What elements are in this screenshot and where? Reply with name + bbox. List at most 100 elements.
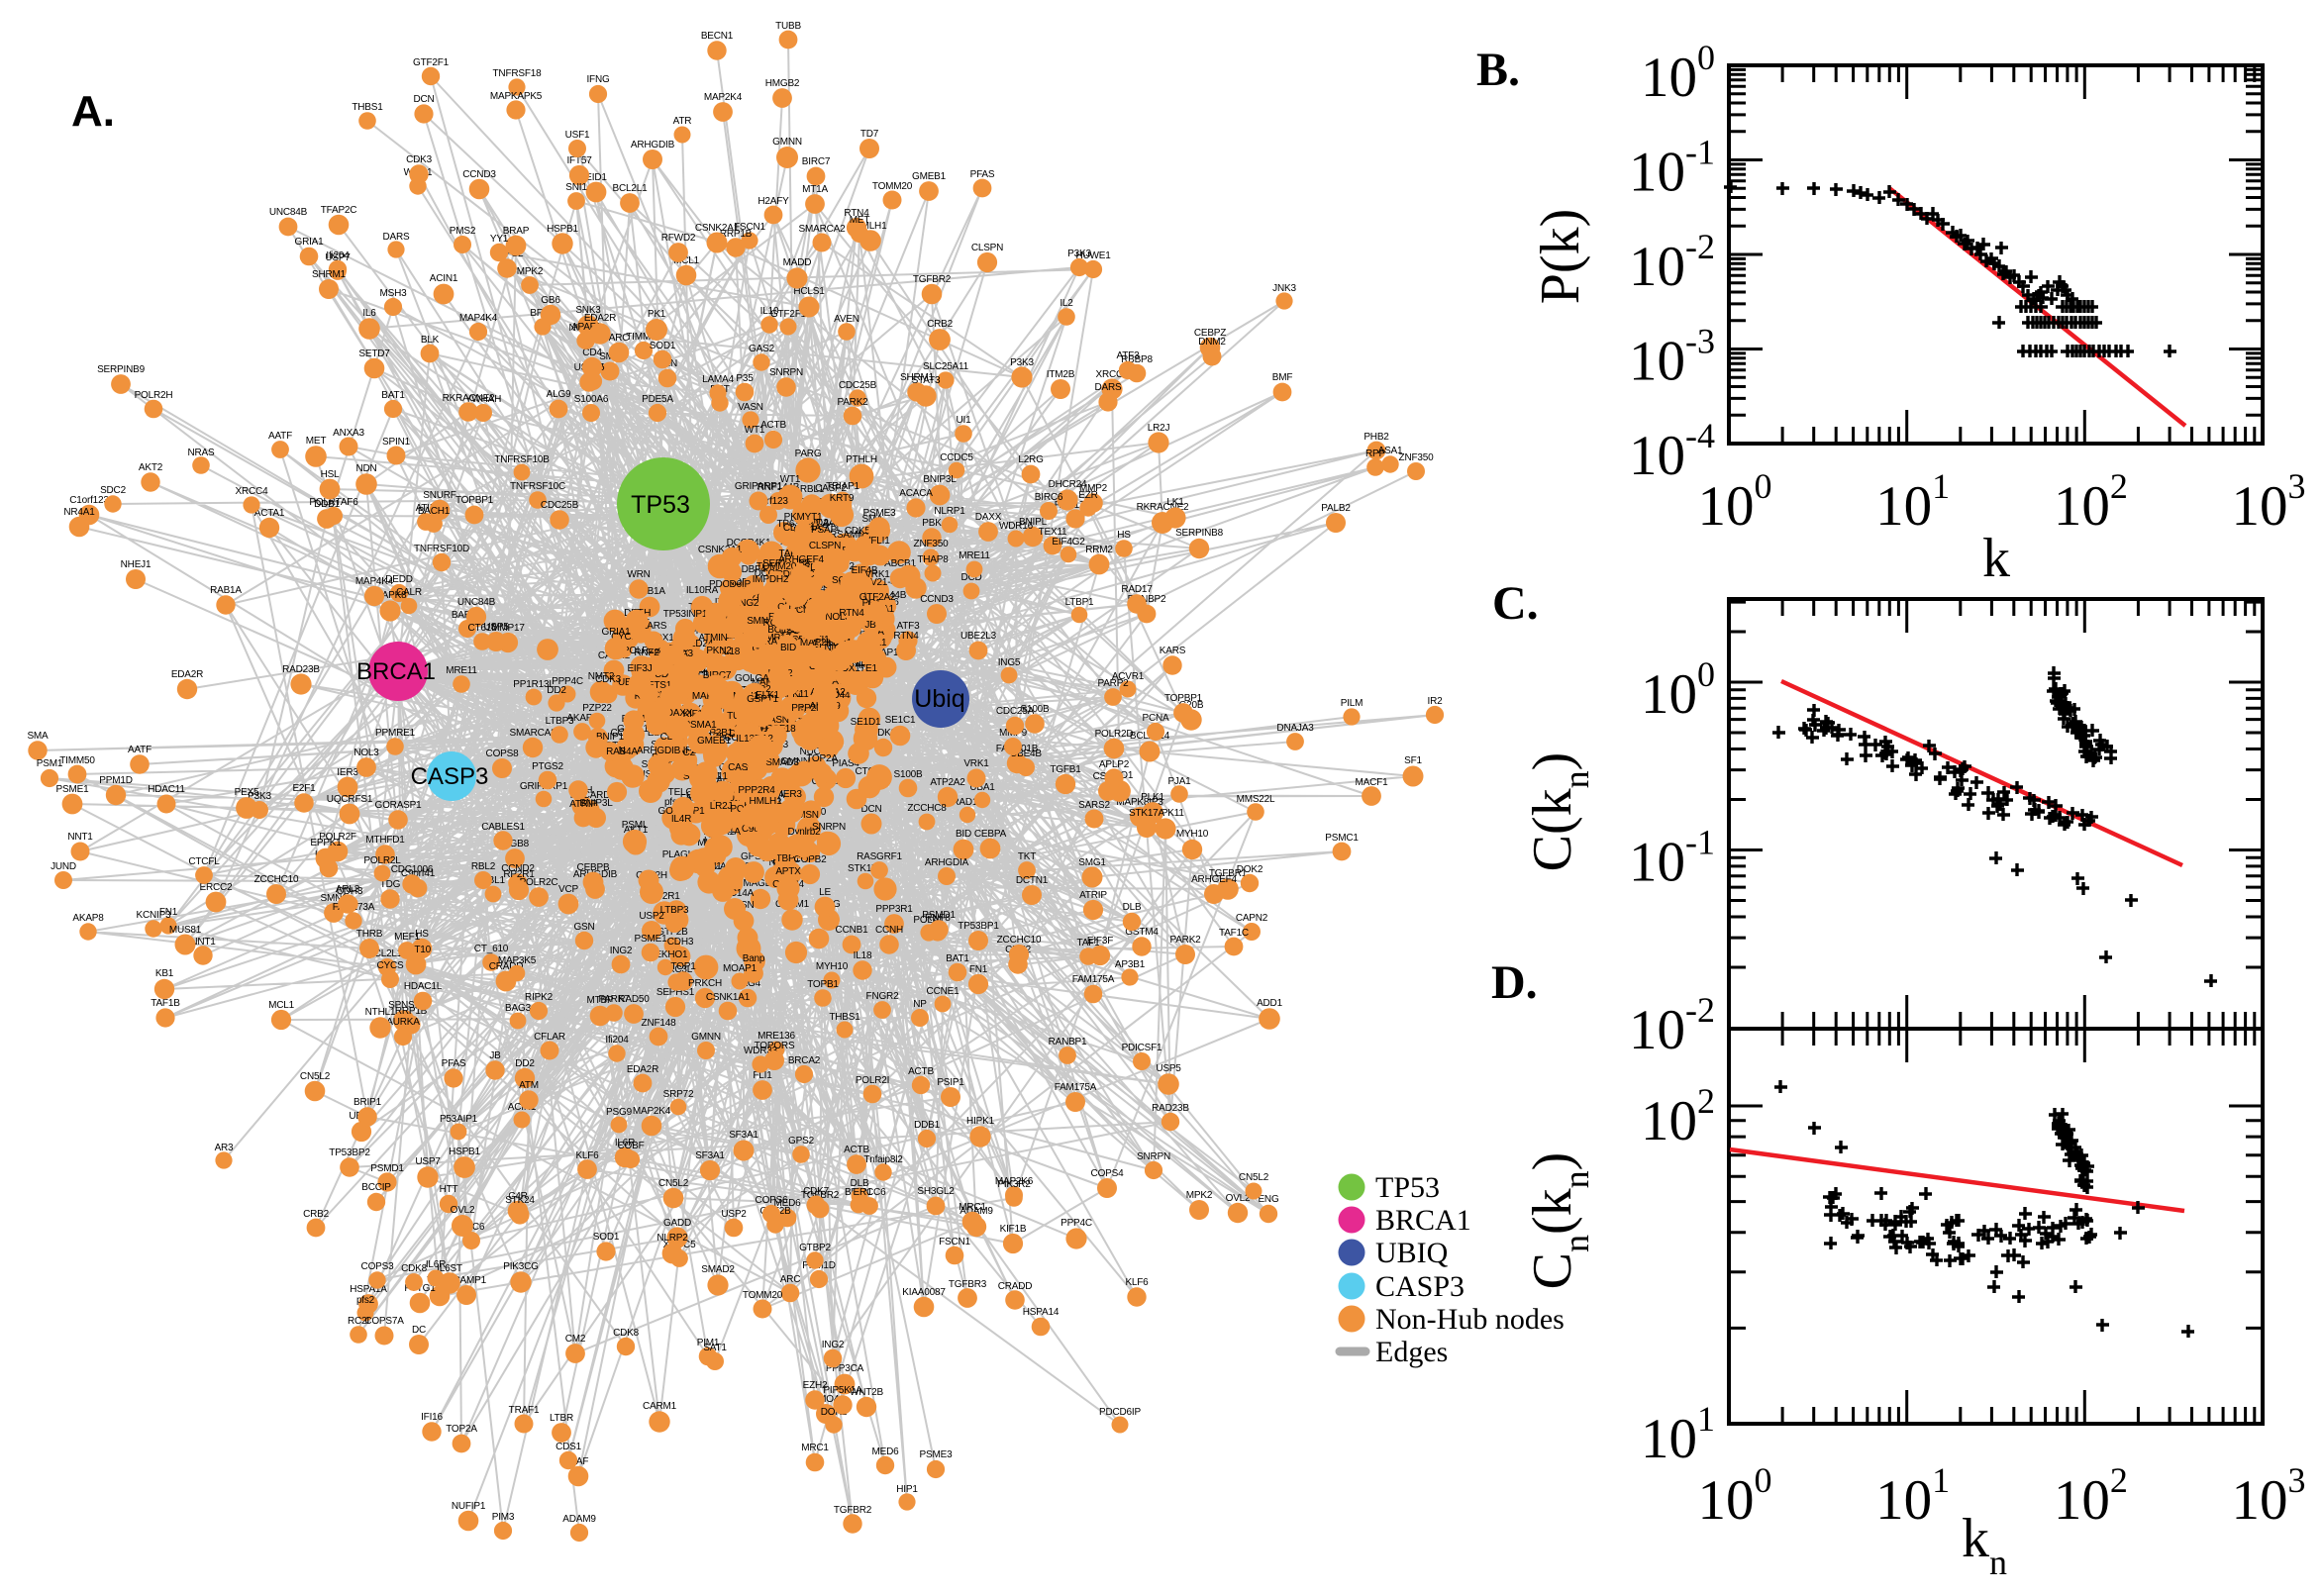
svg-text:MED6: MED6	[872, 1446, 900, 1457]
svg-text:BRCA1: BRCA1	[1375, 1204, 1471, 1237]
svg-text:TP63: TP63	[776, 519, 800, 530]
svg-text:TGFBR3: TGFBR3	[949, 1279, 987, 1290]
svg-text:CN5L2: CN5L2	[300, 1071, 331, 1082]
svg-text:CEBPA: CEBPA	[974, 829, 1007, 840]
svg-text:KLF6: KLF6	[1125, 1277, 1149, 1288]
svg-text:BAT1: BAT1	[381, 390, 405, 401]
svg-text:IER3: IER3	[780, 789, 802, 800]
svg-text:SH3GL2: SH3GL2	[917, 1186, 955, 1197]
svg-text:MMP17: MMP17	[758, 633, 791, 644]
svg-text:GSPT1: GSPT1	[747, 694, 778, 705]
svg-text:ABL1: ABL1	[481, 875, 505, 886]
svg-text:GPS2: GPS2	[788, 1136, 815, 1147]
svg-text:PSME1: PSME1	[56, 784, 90, 795]
svg-text:PDCD6IP: PDCD6IP	[709, 579, 751, 590]
svg-text:TOPBP1: TOPBP1	[1164, 693, 1203, 704]
svg-text:ATP2A2: ATP2A2	[930, 777, 965, 788]
svg-text:10-1: 10-1	[1629, 823, 1715, 894]
svg-text:SLC25A11: SLC25A11	[923, 361, 969, 372]
svg-text:COPS7A: COPS7A	[364, 1316, 404, 1327]
svg-text:EIF3J: EIF3J	[627, 663, 652, 674]
svg-text:CDK8: CDK8	[401, 1263, 428, 1274]
svg-text:UNC84B: UNC84B	[269, 207, 308, 218]
svg-text:PALB2: PALB2	[1321, 503, 1351, 514]
svg-text:EDA2R: EDA2R	[584, 313, 616, 324]
svg-text:CASP3: CASP3	[411, 763, 489, 790]
svg-text:TUBB: TUBB	[775, 21, 801, 32]
svg-text:CFLAR: CFLAR	[534, 1032, 565, 1043]
svg-text:IL2: IL2	[1060, 298, 1073, 309]
svg-text:RPP: RPP	[1365, 449, 1385, 459]
svg-text:SNRPN: SNRPN	[812, 822, 846, 833]
svg-text:IL10: IL10	[760, 306, 779, 317]
svg-text:DHCR24: DHCR24	[1049, 479, 1087, 490]
svg-text:DARS: DARS	[1095, 382, 1123, 393]
svg-text:HMLH1: HMLH1	[855, 221, 888, 232]
svg-text:POLR2F: POLR2F	[319, 832, 356, 843]
svg-text:GADD: GADD	[663, 1218, 691, 1229]
svg-text:DAXX: DAXX	[666, 708, 693, 719]
svg-text:KRT10: KRT10	[401, 945, 432, 955]
svg-text:IL6R: IL6R	[615, 1138, 635, 1148]
svg-text:SERPINB8: SERPINB8	[1175, 528, 1224, 539]
svg-text:DD2: DD2	[547, 685, 566, 696]
svg-text:BMF: BMF	[1272, 372, 1293, 383]
svg-text:TELO2: TELO2	[668, 787, 699, 798]
svg-text:SMAD3: SMAD3	[765, 757, 799, 768]
svg-text:SCAMP1: SCAMP1	[447, 1275, 487, 1286]
svg-text:LRSAM1: LRSAM1	[825, 530, 863, 541]
svg-text:TRAF1: TRAF1	[509, 1405, 540, 1416]
svg-text:PIM3: PIM3	[492, 1512, 515, 1523]
svg-text:Banp: Banp	[743, 953, 765, 964]
svg-text:COPS4: COPS4	[1091, 1168, 1125, 1179]
svg-text:PP1R13L: PP1R13L	[513, 679, 555, 690]
svg-text:GMEB1: GMEB1	[912, 171, 947, 182]
svg-text:Tnfaip8l2: Tnfaip8l2	[863, 1154, 903, 1165]
svg-text:KB1: KB1	[155, 968, 174, 979]
svg-text:CRB2: CRB2	[927, 319, 954, 330]
svg-text:CDC1006: CDC1006	[391, 864, 434, 875]
svg-text:RFWD2: RFWD2	[661, 233, 696, 244]
svg-text:TOP2A: TOP2A	[446, 1424, 477, 1435]
svg-text:WNT2B: WNT2B	[850, 1387, 884, 1398]
svg-text:C1orf123: C1orf123	[69, 495, 109, 506]
svg-text:CCND2: CCND2	[501, 863, 535, 874]
svg-text:YY1: YY1	[490, 234, 509, 245]
svg-text:DCN: DCN	[413, 94, 434, 105]
svg-text:PLEKHO1: PLEKHO1	[644, 949, 688, 960]
svg-text:BRIP1: BRIP1	[354, 1097, 382, 1108]
svg-text:LTBP1: LTBP1	[1065, 597, 1094, 608]
svg-text:UQCRFS1: UQCRFS1	[327, 794, 373, 805]
svg-text:MPK2: MPK2	[517, 266, 544, 277]
svg-text:CDH3: CDH3	[337, 886, 363, 897]
svg-text:TIMM50: TIMM50	[626, 332, 661, 343]
svg-text:ZNF350: ZNF350	[1399, 452, 1435, 463]
svg-text:PSAP: PSAP	[811, 525, 837, 536]
svg-text:RAD23B: RAD23B	[1152, 1103, 1189, 1114]
svg-text:TAF1: TAF1	[779, 549, 803, 559]
svg-text:TOP1: TOP1	[670, 961, 696, 972]
svg-text:ARL3: ARL3	[336, 884, 360, 895]
svg-text:VRK1: VRK1	[963, 758, 989, 769]
svg-text:NMT2: NMT2	[588, 671, 615, 682]
svg-text:BAT1: BAT1	[946, 953, 969, 964]
svg-text:DCN: DCN	[860, 804, 881, 815]
svg-text:HSPB1: HSPB1	[547, 224, 578, 235]
svg-text:CASP2: CASP2	[815, 483, 847, 494]
svg-text:PRKCH: PRKCH	[688, 978, 722, 989]
svg-text:BACH1: BACH1	[418, 506, 451, 517]
svg-text:ACVR1: ACVR1	[1112, 671, 1145, 682]
svg-text:RAD23B: RAD23B	[282, 664, 320, 675]
svg-text:PLK1: PLK1	[1141, 792, 1164, 803]
svg-text:CDK3: CDK3	[406, 154, 433, 165]
svg-text:ARC: ARC	[780, 1274, 801, 1285]
svg-text:TIMM50: TIMM50	[59, 755, 95, 766]
svg-text:AR3: AR3	[215, 1143, 234, 1153]
svg-text:CRB2: CRB2	[303, 1209, 330, 1220]
svg-text:THRB: THRB	[356, 929, 383, 940]
svg-text:CCNH: CCNH	[875, 925, 903, 936]
svg-text:ZNF148: ZNF148	[642, 1018, 677, 1029]
svg-text:POLR2D: POLR2D	[1095, 729, 1134, 740]
svg-text:Ifi204: Ifi204	[605, 1035, 629, 1046]
svg-text:ARHGDIA: ARHGDIA	[925, 857, 969, 868]
